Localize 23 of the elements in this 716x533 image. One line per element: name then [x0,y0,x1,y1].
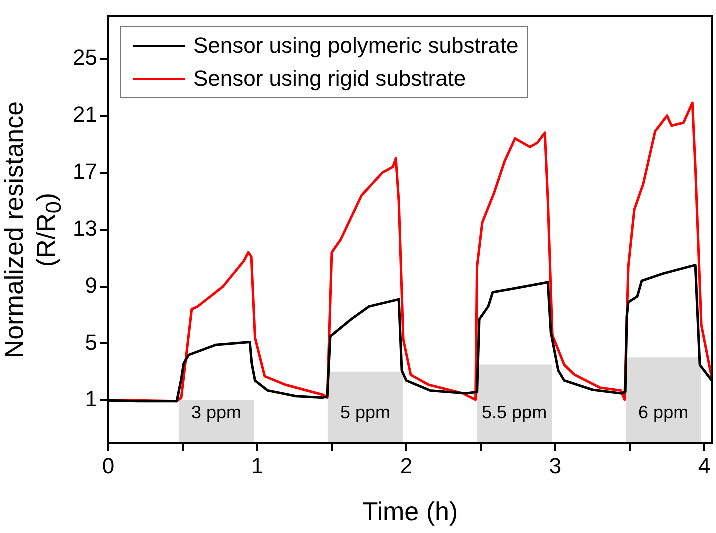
x-tick-label: 1 [251,454,264,479]
x-tick-label: 0 [102,454,115,479]
x-axis-title: Time (h) [362,496,458,527]
y-tick-label: 13 [72,216,98,241]
x-tick-label: 2 [400,454,413,479]
bar [476,364,552,444]
data-label: 5.5 ppm [482,402,548,424]
bar [328,372,404,444]
y-tick-label: 21 [72,102,98,127]
bar [178,400,254,444]
y-tick-label: 25 [72,44,98,70]
legend-label: Sensor using polymeric substrate [193,32,519,60]
data-label: 5 ppm [340,402,391,424]
x-tick-label: 4 [698,454,711,479]
data-label: 3 ppm [191,402,242,424]
y-tick-label: 5 [85,330,98,355]
data-label: 6 ppm [638,402,689,424]
y-tick-label: 17 [72,158,98,184]
legend-label: Sensor using rigid substrate [193,65,466,94]
x-tick-label: 3 [549,454,562,479]
y-tick-label: 9 [85,272,98,298]
bar [626,358,702,444]
y-tick-label: 1 [85,386,98,412]
